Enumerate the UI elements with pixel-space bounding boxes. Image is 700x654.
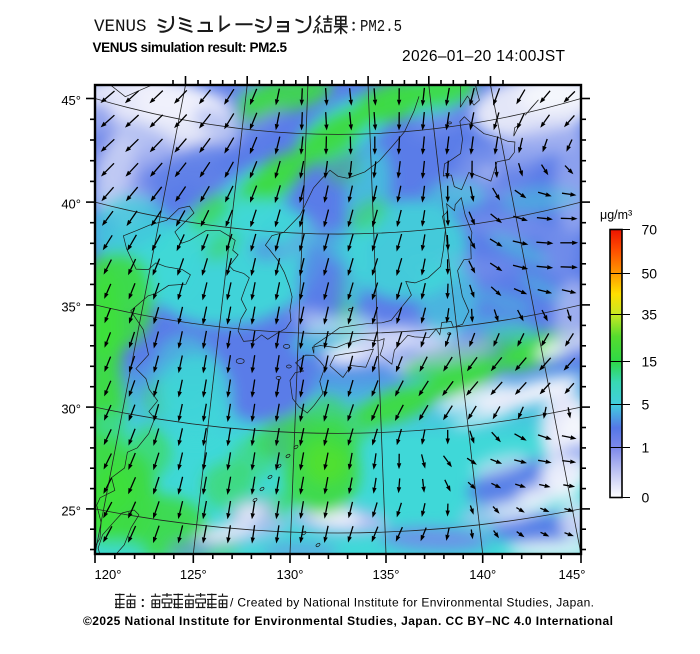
svg-text:120°: 120° <box>95 567 122 582</box>
svg-text:VENUS simulation result: PM2.5: VENUS simulation result: PM2.5 <box>93 40 288 55</box>
svg-text:125°: 125° <box>180 567 207 582</box>
svg-text:2026–01–20 14:00JST: 2026–01–20 14:00JST <box>402 48 566 65</box>
svg-text:25°: 25° <box>61 503 81 518</box>
svg-text:1: 1 <box>642 440 650 456</box>
svg-text:135°: 135° <box>373 567 400 582</box>
svg-text:35: 35 <box>642 307 658 323</box>
svg-text:15: 15 <box>642 354 658 370</box>
svg-text:/ Created by National Institut: / Created by National Institute for Envi… <box>230 596 594 610</box>
svg-text:35°: 35° <box>61 299 81 314</box>
svg-text:PM2.5: PM2.5 <box>360 18 402 37</box>
svg-text:5: 5 <box>642 397 650 413</box>
svg-text:140°: 140° <box>469 567 496 582</box>
svg-text:70: 70 <box>642 222 658 238</box>
svg-text:50: 50 <box>642 266 658 282</box>
svg-text:©2025 National Institute for E: ©2025 National Institute for Environment… <box>83 614 613 628</box>
svg-text:0: 0 <box>642 490 650 506</box>
svg-text:145°: 145° <box>559 567 586 582</box>
svg-text:130°: 130° <box>277 567 304 582</box>
svg-text:μg/m³: μg/m³ <box>600 208 632 222</box>
svg-text:VENUS: VENUS <box>94 17 147 37</box>
svg-text:30°: 30° <box>61 402 81 417</box>
svg-text:45°: 45° <box>61 93 81 108</box>
svg-text:40°: 40° <box>61 197 81 212</box>
